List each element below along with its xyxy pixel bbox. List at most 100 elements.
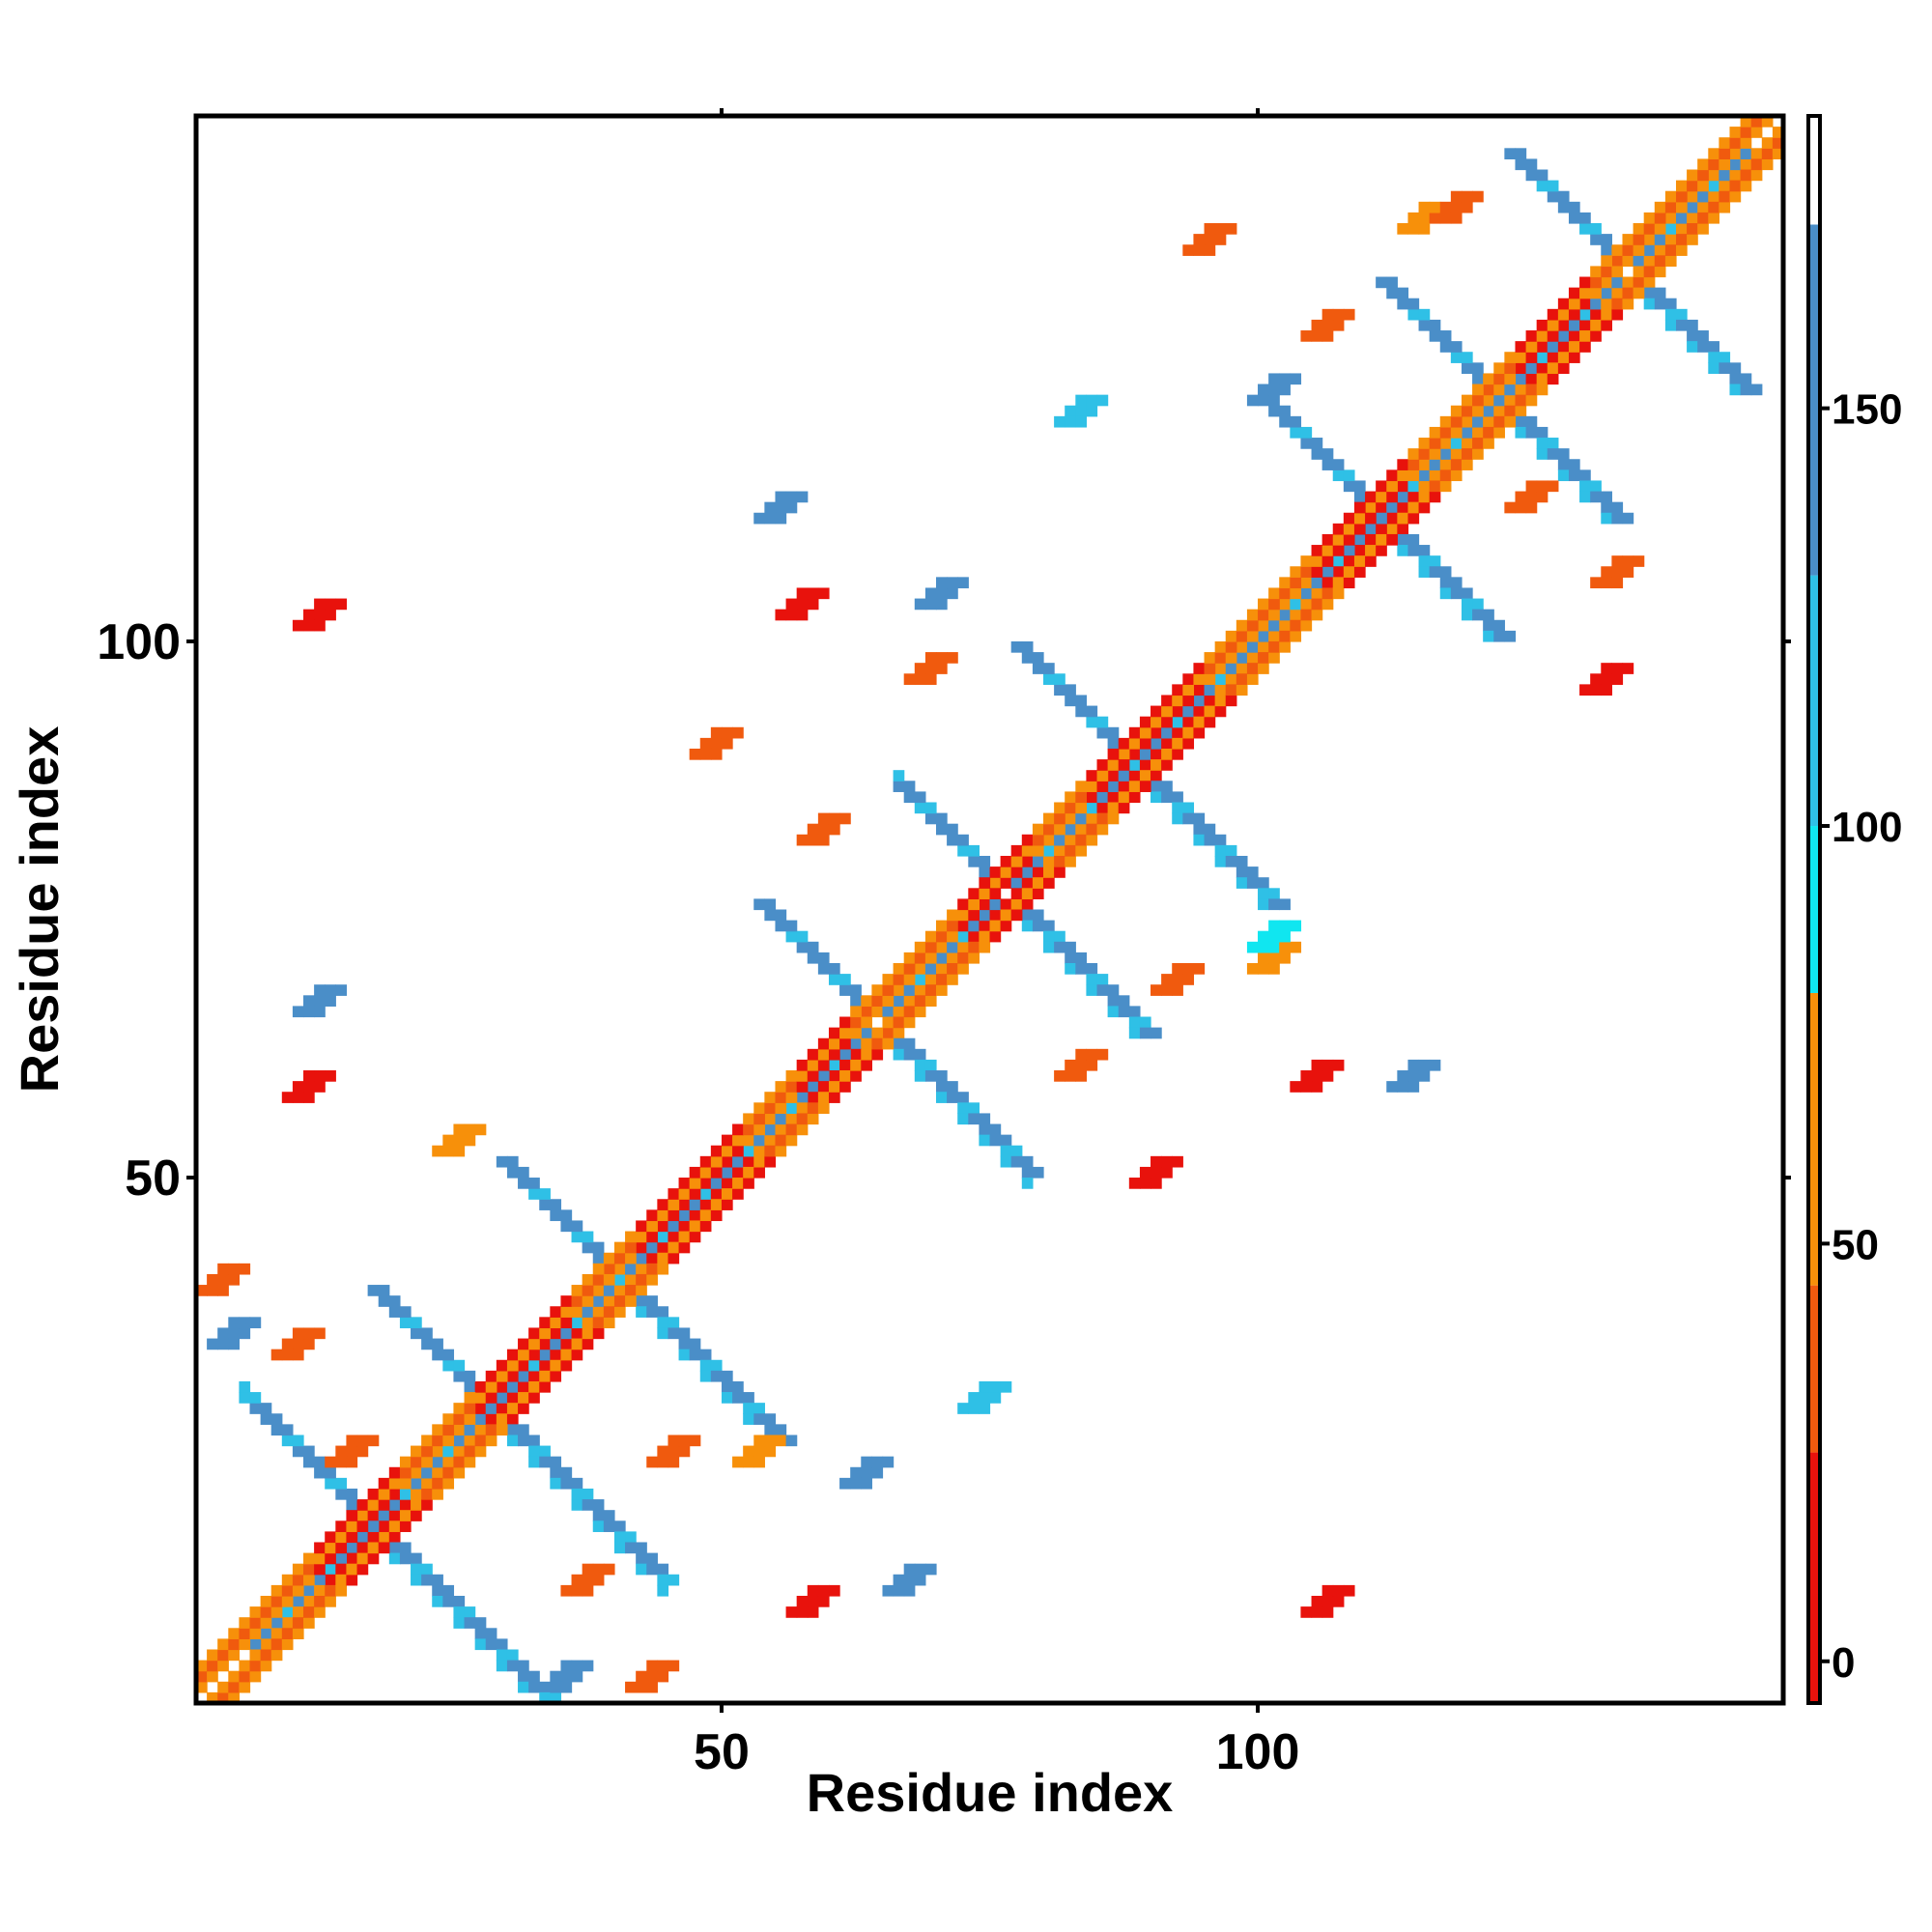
heatmap-cell [325,1552,336,1565]
heatmap-cell [1054,823,1065,836]
heatmap-cell [1300,566,1313,578]
heatmap-cell [1643,266,1656,278]
heatmap-cell [292,1563,304,1576]
heatmap-cell [1258,652,1269,664]
heatmap-cell [270,1424,283,1436]
heatmap-cell [657,1670,669,1683]
heatmap-cell [839,1048,851,1061]
heatmap-cell [1161,974,1173,985]
heatmap-cell [1472,415,1484,428]
heatmap-cell [453,1403,466,1414]
heatmap-cell [850,1477,862,1490]
heatmap-cell [539,1359,551,1372]
heatmap-cell [1214,673,1227,685]
heatmap-cell [260,1638,272,1651]
heatmap-cell [979,877,991,889]
heatmap-cell [657,1263,669,1275]
heatmap-cell [989,920,1002,932]
heatmap-cell [1151,716,1162,728]
heatmap-cell [603,1563,615,1576]
heatmap-cell [528,1435,540,1447]
heatmap-cell [1461,190,1473,203]
heatmap-cell [550,1349,562,1361]
heatmap-cell [528,1456,540,1468]
heatmap-cell [807,941,819,953]
heatmap-cell [807,823,819,836]
heatmap-cell [1214,663,1227,674]
heatmap-cell [421,1488,433,1500]
heatmap-cell [903,963,916,975]
heatmap-cell [1536,330,1548,342]
heatmap-cell [217,1638,229,1651]
heatmap-cell [668,1231,680,1243]
heatmap-cell [281,1424,294,1436]
heatmap-cell [550,1327,562,1340]
heatmap-cell [764,1113,777,1125]
heatmap-cell [968,920,980,932]
heatmap-cell [453,1123,466,1136]
heatmap-cell [1010,898,1023,911]
heatmap-cell [1397,545,1409,556]
heatmap-cell [828,1584,840,1597]
heatmap-cell [817,1092,830,1103]
heatmap-cell [689,1338,701,1350]
heatmap-cell [1557,330,1570,342]
heatmap-cell [464,1617,476,1629]
heatmap-cell [785,501,798,514]
heatmap-cell [550,1306,562,1318]
heatmap-cell [828,963,840,975]
heatmap-cell [1214,234,1227,245]
heatmap-cell [764,1092,777,1103]
heatmap-cell [1557,319,1570,331]
heatmap-cell [1246,673,1259,685]
heatmap-cell [1139,726,1151,739]
heatmap-cell [1536,448,1548,460]
heatmap-cell [1107,1006,1120,1018]
heatmap-cell [1708,190,1719,203]
heatmap-cell [1450,469,1463,482]
heatmap-cell [947,941,958,953]
heatmap-cell [1268,587,1280,600]
heatmap-cell [1010,1155,1023,1168]
heatmap-cell [1729,137,1742,149]
heatmap-cell [592,1327,605,1340]
heatmap-cell [1151,726,1162,739]
heatmap-cell [1010,1145,1023,1157]
heatmap-cell [1075,1059,1088,1071]
heatmap-cell [1086,984,1098,996]
heatmap-cell [1214,695,1227,707]
heatmap-cell [1182,737,1195,750]
heatmap-cell [1086,823,1098,836]
heatmap-cell [1258,952,1269,964]
heatmap-cell [1590,298,1602,310]
heatmap-cell [303,1338,315,1350]
heatmap-cell [1687,212,1698,224]
heatmap-cell [668,1574,680,1586]
heatmap-cell [1687,201,1698,213]
heatmap-cell [1353,533,1366,546]
heatmap-cell [979,888,991,899]
heatmap-cell [1439,469,1452,482]
heatmap-cell [1054,855,1065,867]
heatmap-cell [1086,802,1098,814]
heatmap-cell [1719,158,1731,171]
heatmap-cell [1096,984,1109,996]
heatmap-cell [571,1338,583,1350]
heatmap-cell [657,1317,669,1329]
heatmap-cell [356,1542,369,1554]
heatmap-cell [1258,941,1269,953]
heatmap-cell [646,1220,658,1233]
heatmap-cell [1321,459,1334,470]
heatmap-cell [411,1510,422,1521]
heatmap-cell [636,1285,647,1296]
heatmap-cell [1429,459,1441,470]
heatmap-cell [1193,823,1206,836]
heatmap-cell [753,1403,765,1414]
heatmap-cell [1065,963,1076,975]
heatmap-cell [1740,373,1752,385]
heatmap-cell [506,1380,519,1393]
heatmap-cell [1096,802,1109,814]
heatmap-cell [1493,362,1505,375]
heatmap-cell [861,1466,872,1479]
heatmap-cell [560,1209,573,1222]
